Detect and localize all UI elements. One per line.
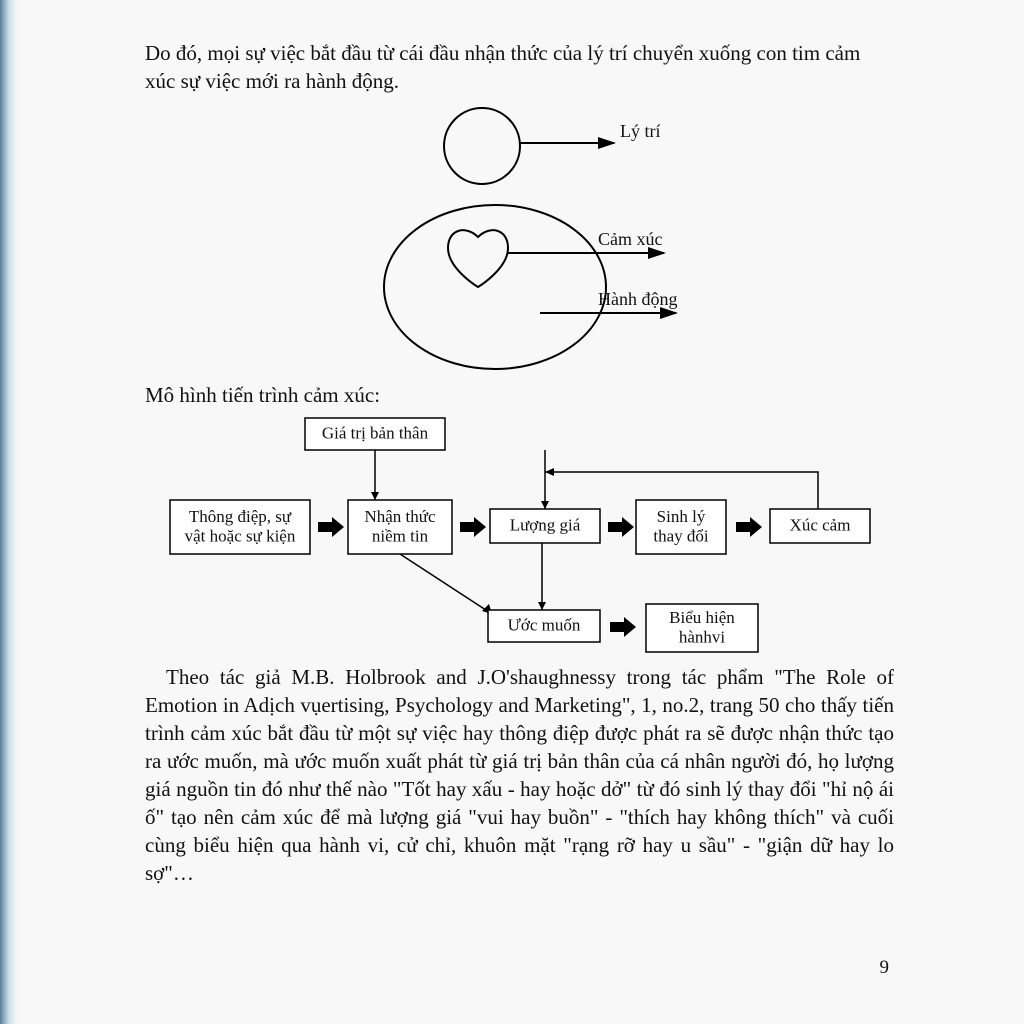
svg-text:Thông điệp, sự: Thông điệp, sự (188, 507, 291, 526)
page-number: 9 (880, 957, 890, 979)
svg-text:Giá trị bản thân: Giá trị bản thân (321, 424, 428, 443)
svg-text:vật hoặc sự kiện: vật hoặc sự kiện (184, 527, 295, 546)
intro-paragraph: Do đó, mọi sự việc bắt đầu từ cái đầu nh… (145, 40, 894, 95)
svg-text:Lượng giá: Lượng giá (509, 516, 580, 535)
svg-text:Sinh lý: Sinh lý (656, 507, 705, 526)
svg-text:Nhận thức: Nhận thức (364, 507, 436, 526)
svg-text:Hành động: Hành động (598, 289, 678, 309)
svg-text:Cảm xúc: Cảm xúc (598, 229, 663, 249)
svg-text:hànhvi: hànhvi (678, 628, 725, 647)
svg-text:Lý trí: Lý trí (620, 121, 661, 141)
body-paragraph: Theo tác giả M.B. Holbrook and J.O'shaug… (145, 664, 894, 887)
svg-text:Ước muốn: Ước muốn (507, 616, 580, 635)
flowchart-emotion-process: Giá trị bản thân Thông điệp, sựvật hoặc s… (150, 414, 890, 664)
figure-ly-tri-cam-xuc: Lý trí Cảm xúc Hành động (280, 101, 760, 371)
svg-text:Xúc cảm: Xúc cảm (789, 516, 850, 535)
flowchart-heading: Mô hình tiến trình cảm xúc: (145, 383, 894, 408)
svg-text:niềm tin: niềm tin (371, 527, 428, 546)
svg-text:Biểu hiện: Biểu hiện (669, 608, 735, 627)
svg-text:thay đổi: thay đổi (653, 527, 709, 546)
